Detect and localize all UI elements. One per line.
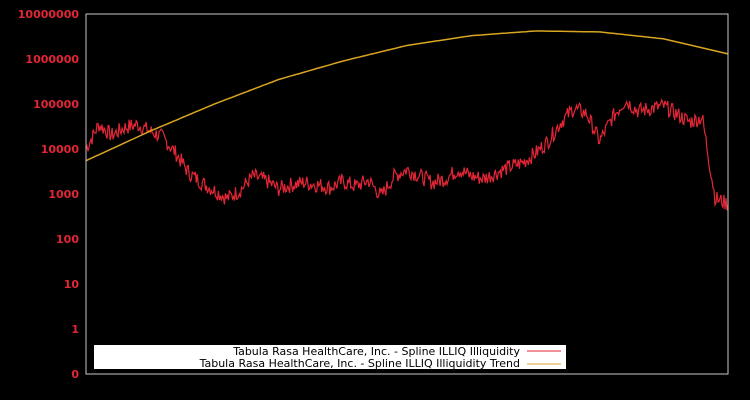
y-tick-label: 1 (71, 323, 79, 336)
y-tick-label: 10 (64, 278, 80, 291)
legend-box (94, 345, 566, 369)
legend-label-trend: Tabula Rasa HealthCare, Inc. - Spline IL… (199, 357, 520, 370)
y-tick-label: 100000 (33, 98, 79, 111)
y-tick-label: 1000 (48, 188, 79, 201)
y-tick-label: 1000000 (25, 53, 79, 66)
illiquidity-trend-line (85, 30, 729, 162)
legend: Tabula Rasa HealthCare, Inc. - Spline IL… (94, 345, 566, 370)
y-tick-label: 10000000 (18, 8, 80, 21)
legend-label-illiquidity: Tabula Rasa HealthCare, Inc. - Spline IL… (232, 345, 520, 358)
plot-series (85, 30, 729, 211)
y-tick-label: 10000 (41, 143, 80, 156)
y-tick-label: 0 (71, 368, 79, 381)
plot-frame (85, 13, 729, 375)
illiquidity-line (85, 98, 729, 211)
y-tick-label: 100 (56, 233, 79, 246)
